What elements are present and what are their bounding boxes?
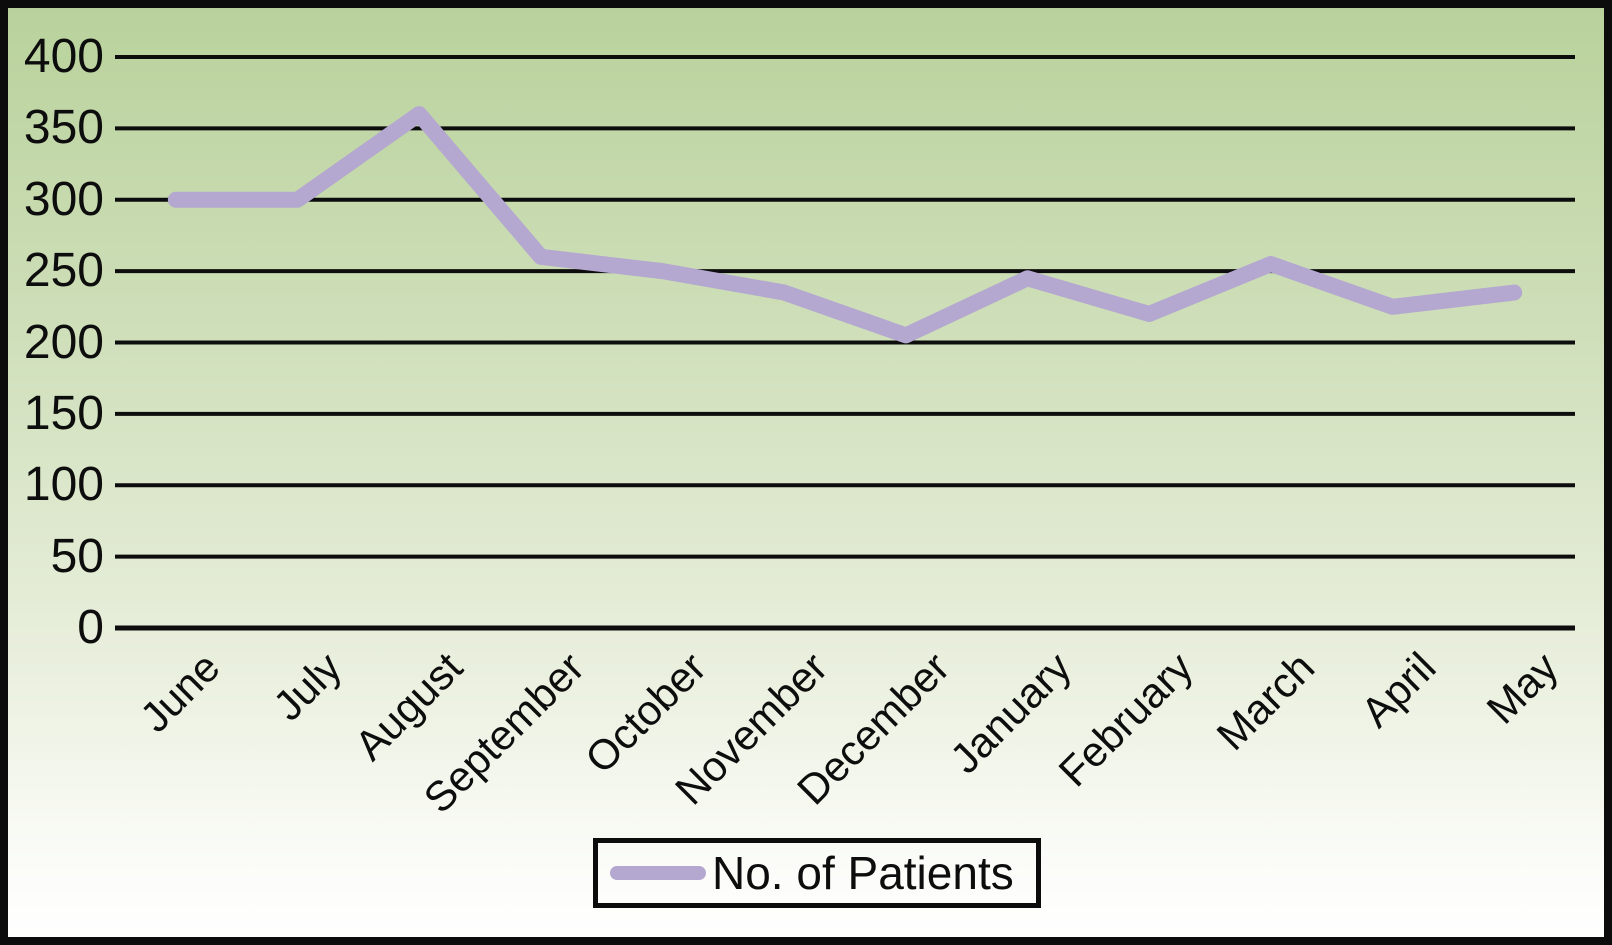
y-axis-tick-label: 0 — [77, 601, 104, 654]
y-axis-tick-label: 300 — [23, 172, 104, 226]
series-line-no-of-patients — [167, 106, 1523, 344]
legend-series-label: No. of Patients — [712, 847, 1014, 899]
y-axis-tick-label: 250 — [23, 244, 104, 298]
chart-background-gradient — [8, 8, 1604, 937]
y-axis-tick-label: 50 — [50, 529, 104, 583]
y-axis-tick-label: 200 — [23, 315, 104, 369]
legend: No. of Patients — [593, 838, 1041, 908]
legend-line-swatch — [610, 866, 706, 880]
y-axis-tick-label: 350 — [23, 101, 104, 155]
y-axis-tick-label: 150 — [23, 386, 104, 440]
y-axis-tick-label: 400 — [23, 30, 104, 83]
y-axis-tick-label: 100 — [23, 458, 104, 512]
